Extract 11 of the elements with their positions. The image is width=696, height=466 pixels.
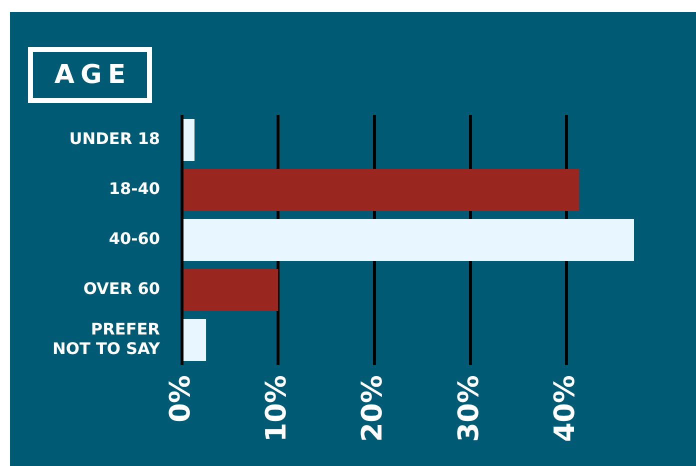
x-tick-label: 30% [452,375,485,442]
y-tick-label: 18-40 [108,179,160,198]
x-tick-label: 10% [259,375,292,442]
y-tick-label: UNDER 18 [69,129,160,148]
x-tick-label: 0% [163,375,196,423]
x-tick-label: 20% [356,375,389,442]
x-tick-label: 40% [548,375,581,442]
chart-title: AGE [28,47,152,103]
y-tick-label: PREFER NOT TO SAY [52,320,160,358]
y-tick-label: OVER 60 [83,279,160,298]
y-tick-label: 40-60 [108,229,160,248]
